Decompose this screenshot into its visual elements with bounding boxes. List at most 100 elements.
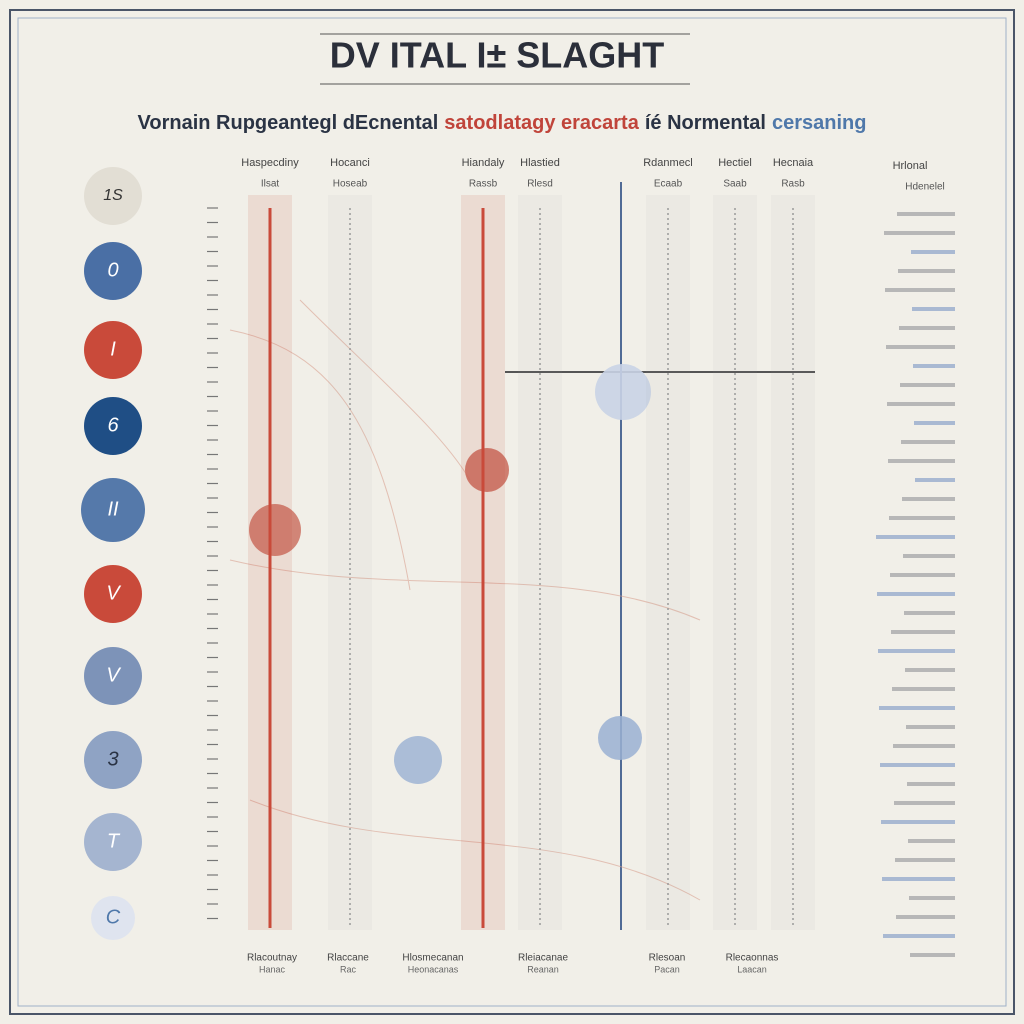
side-text-line xyxy=(896,915,955,919)
marker xyxy=(84,813,142,871)
footer-label: Hanac xyxy=(259,964,286,974)
column-heading: Hiandaly xyxy=(462,157,505,169)
subtitle: Vornain Rupgeantegl dEcnental satodlatagy… xyxy=(138,112,867,134)
side-text-line xyxy=(900,383,955,387)
side-text-line xyxy=(876,535,955,539)
side-text-line xyxy=(906,725,955,729)
side-text-line xyxy=(881,820,955,824)
side-text-line xyxy=(894,801,955,805)
column-heading: Rdanmecl xyxy=(643,157,693,169)
marker-label: 1S xyxy=(103,187,123,204)
marker-label: V xyxy=(106,582,121,604)
side-text-line xyxy=(910,953,955,957)
subtitle-part: satodlatagy eracarta xyxy=(444,112,639,134)
subtitle-part: cersaning xyxy=(772,112,866,134)
footer-label: Heonacanas xyxy=(408,964,459,974)
decor-lines xyxy=(229,299,701,901)
side-text-line xyxy=(880,763,955,767)
side-text-line xyxy=(898,269,955,273)
side-text-line xyxy=(904,611,955,615)
marker-label: C xyxy=(106,906,121,928)
subtitle-part: Vornain Rupgeantegl dEcnental xyxy=(138,112,439,134)
column-band xyxy=(771,195,815,930)
column-heading: Hecnaia xyxy=(773,157,814,169)
side-sub: Hdenelel xyxy=(905,182,944,193)
column-band xyxy=(646,195,690,930)
column-sub: Rassb xyxy=(469,179,498,190)
column-sub: Rasb xyxy=(781,179,805,190)
column-sub: Saab xyxy=(723,179,747,190)
footer-label: Laacan xyxy=(737,964,767,974)
marker-label: 3 xyxy=(107,748,118,770)
side-heading: Hrlonal xyxy=(893,160,928,172)
column-sub: Ilsat xyxy=(261,179,280,190)
footer-label: Rlesoan xyxy=(649,953,686,964)
side-text-line xyxy=(911,250,955,254)
column-heading: Hectiel xyxy=(718,157,752,169)
side-text-line xyxy=(902,497,955,501)
marker-label: 6 xyxy=(107,414,119,436)
column-band xyxy=(328,195,372,930)
column-band xyxy=(518,195,562,930)
side-text-line xyxy=(899,326,955,330)
side-text-line xyxy=(888,459,955,463)
side-text-line xyxy=(893,744,955,748)
side-text-line xyxy=(897,212,955,216)
footer-label: Rlacoutnay xyxy=(247,953,297,964)
column-sub: Ecaab xyxy=(654,179,683,190)
footer-label: Reanan xyxy=(527,964,559,974)
footer-label: Rlaccane xyxy=(327,953,369,964)
marker xyxy=(84,167,142,225)
frame xyxy=(9,9,1015,1015)
column-heading: Haspecdiny xyxy=(241,157,299,169)
blob xyxy=(595,364,651,420)
footer-label: Hlosmecanan xyxy=(402,953,463,964)
side-text-line xyxy=(878,649,955,653)
side-text-line xyxy=(903,554,955,558)
column-sub: Hoseab xyxy=(333,179,368,190)
side-text-line xyxy=(895,858,955,862)
side-text-line xyxy=(912,307,955,311)
side-text-line xyxy=(879,706,955,710)
side-text-line xyxy=(887,402,955,406)
subtitle-part: íé Normental xyxy=(645,112,766,134)
side-text-line xyxy=(892,687,955,691)
side-text-line xyxy=(882,877,955,881)
side-text-line xyxy=(889,516,955,520)
title: DV ITAL I± SLAGHT xyxy=(330,35,664,76)
side-text-line xyxy=(914,421,955,425)
side-text-line xyxy=(891,630,955,634)
side-text-line xyxy=(909,896,955,900)
blob xyxy=(598,716,642,760)
marker-label: 0 xyxy=(107,259,118,281)
side-text-line xyxy=(913,364,955,368)
marker xyxy=(84,397,142,455)
marker xyxy=(84,565,142,623)
marker xyxy=(81,478,145,542)
inner-frame xyxy=(17,17,1007,1007)
side-text-line xyxy=(884,231,955,235)
side-text-line xyxy=(907,782,955,786)
marker xyxy=(91,896,135,940)
column-sub: Rlesd xyxy=(527,179,553,190)
side-text-line xyxy=(890,573,955,577)
footer-label: Rlecaonnas xyxy=(726,953,779,964)
marker xyxy=(84,321,142,379)
marker xyxy=(84,731,142,789)
marker-label: T xyxy=(107,830,121,852)
side-text-line xyxy=(905,668,955,672)
side-text-line xyxy=(885,288,955,292)
marker xyxy=(84,647,142,705)
side-text-line xyxy=(883,934,955,938)
column-heading: Hocanci xyxy=(330,157,370,169)
marker-label: V xyxy=(106,664,121,686)
side-text-line xyxy=(886,345,955,349)
side-text-line xyxy=(901,440,955,444)
marker xyxy=(84,242,142,300)
side-text-line xyxy=(915,478,955,482)
footer-label: Pacan xyxy=(654,964,680,974)
footer-label: Rleiacanae xyxy=(518,953,568,964)
blob xyxy=(394,736,442,784)
